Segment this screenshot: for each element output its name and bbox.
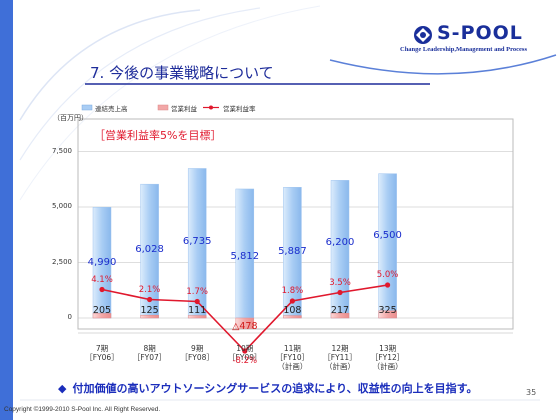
- y-tick-label: 2,500: [51, 257, 72, 266]
- page-title: 7. 今後の事業戦略について: [90, 64, 274, 82]
- profit-data-label: 108: [283, 305, 302, 316]
- x-tick-label: ［FY07］: [132, 353, 167, 362]
- margin-data-label: 3.5%: [329, 277, 351, 288]
- sales-bar: [378, 173, 397, 319]
- decor-curve: [19, 5, 321, 201]
- x-tick-label: ［FY08］: [180, 353, 214, 362]
- margin-point: [385, 282, 391, 288]
- profit-data-label: 205: [92, 305, 112, 316]
- legend-swatch-sales: [81, 104, 93, 111]
- margin-data-label: 5.0%: [376, 270, 399, 280]
- sales-data-label: 6,200: [325, 237, 355, 248]
- x-tick-label: （計画）: [325, 362, 355, 371]
- decor-curve: [19, 7, 261, 161]
- profit-bar: [283, 315, 302, 319]
- sales-data-label: 4,990: [87, 257, 117, 268]
- profit-data-label: 111: [188, 305, 207, 316]
- legend-swatch-margin-dot: [209, 105, 213, 110]
- y-axis-unit: （百万円）: [53, 114, 88, 122]
- margin-data-label: 1.7%: [186, 286, 208, 297]
- sales-data-label: 6,735: [182, 236, 212, 247]
- margin-data-label: 2.1%: [138, 284, 161, 295]
- diamond-icon: ◆: [58, 382, 67, 395]
- profit-bar: [187, 315, 207, 319]
- y-tick-label: 0: [67, 313, 72, 321]
- footer-note: ◆ 付加価値の高いアウトソーシングサービスの追求により、収益性の向上を目指す。: [58, 380, 478, 396]
- legend-swatch-profit: [157, 104, 169, 111]
- margin-point: [242, 348, 248, 354]
- x-tick-label: 8期: [143, 344, 156, 353]
- sales-data-label: 6,500: [373, 230, 402, 241]
- x-tick-label: 11期: [283, 344, 301, 353]
- x-tick-label: （計画）: [277, 362, 308, 371]
- footer-note-text: 付加価値の高いアウトソーシングサービスの追求により、収益性の向上を目指す。: [72, 382, 478, 395]
- legend-label-margin: 営業利益率: [223, 105, 256, 113]
- margin-point: [147, 296, 153, 303]
- sales-data-label: 6,028: [135, 244, 164, 255]
- x-tick-label: ［FY09］: [228, 353, 262, 362]
- profit-bar: [92, 313, 112, 319]
- y-tick-label: 7,500: [51, 146, 72, 155]
- logo-icon: [414, 26, 432, 44]
- x-tick-label: 12期: [331, 344, 349, 353]
- x-tick-label: （計画）: [372, 362, 403, 371]
- profit-bar: [378, 310, 397, 319]
- x-tick-label: ［FY06］: [85, 353, 119, 362]
- logo-tagline: Change Leadership,Management and Process: [400, 46, 527, 53]
- left-stripe: [0, 0, 13, 420]
- logo-name: S-POOL: [437, 22, 523, 44]
- profit-bar: [140, 314, 159, 319]
- x-tick-label: ［FY12］: [370, 353, 405, 362]
- target-annotation: ［営業利益率5%を目標］: [94, 129, 222, 142]
- margin-data-label: -8.2%: [232, 356, 258, 366]
- chart-frame: [77, 118, 514, 330]
- margin-data-label: 4.1%: [91, 274, 113, 285]
- chart-plot: [78, 151, 513, 354]
- logo-swoosh: [329, 54, 557, 75]
- copyright: Copyright ©1999-2010 S-Pool Inc. All Rig…: [4, 406, 161, 413]
- page-number: 35: [526, 388, 537, 397]
- sales-data-label: 5,812: [230, 251, 260, 262]
- x-tick-label: 13期: [379, 344, 397, 353]
- x-tick-label: 10期: [236, 344, 254, 353]
- margin-point: [99, 286, 105, 293]
- sales-data-label: 5,887: [278, 246, 307, 257]
- margin-point: [194, 298, 200, 305]
- decor-curve: [19, 9, 201, 121]
- profit-data-label: △478: [232, 321, 258, 332]
- x-tick-label: 9期: [191, 344, 204, 353]
- profit-data-label: 125: [140, 305, 159, 316]
- profit-data-label: 217: [330, 305, 350, 316]
- margin-data-label: 1.8%: [281, 286, 304, 296]
- sales-bar: [330, 180, 350, 319]
- profit-data-label: 325: [378, 305, 397, 316]
- profit-bar: [235, 317, 255, 329]
- profit-bar: [330, 312, 350, 319]
- y-tick-label: 5,000: [51, 202, 72, 210]
- x-tick-label: 7期: [95, 344, 109, 353]
- x-tick-label: ［FY10］: [275, 353, 310, 362]
- x-tick-label: ［FY11］: [323, 353, 357, 362]
- legend-label-profit: 営業利益: [171, 105, 197, 113]
- margin-point: [337, 289, 343, 296]
- legend-label-sales: 連結売上高: [95, 105, 128, 113]
- margin-point: [289, 298, 295, 304]
